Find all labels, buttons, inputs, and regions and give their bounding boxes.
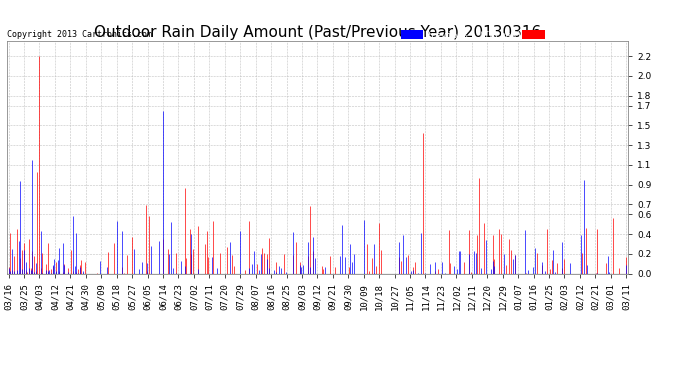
Legend: Previous  (Inches), Past  (Inches): Previous (Inches), Past (Inches) — [399, 28, 623, 42]
Text: Copyright 2013 Cartronics.com: Copyright 2013 Cartronics.com — [7, 30, 152, 39]
Title: Outdoor Rain Daily Amount (Past/Previous Year) 20130316: Outdoor Rain Daily Amount (Past/Previous… — [94, 25, 541, 40]
